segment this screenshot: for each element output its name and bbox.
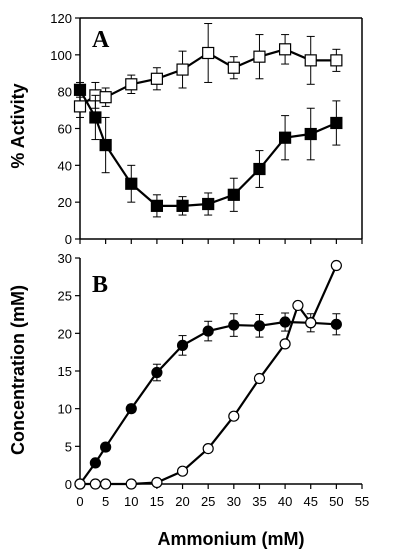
panel-a-series-1-point	[176, 63, 189, 76]
panel-a-y-axis-title: % Activity	[8, 83, 28, 168]
panel-b-y-tick-label: 0	[65, 477, 72, 492]
panel-a-series-2-point	[253, 162, 266, 176]
panel-b-series-1-line	[79, 320, 337, 485]
panel-b-y-tick-label: 15	[58, 364, 72, 379]
panel-b-x-tick-label: 50	[329, 494, 343, 509]
panel-b-series-1-point	[125, 403, 137, 415]
panel-a-y-tick-label: 60	[58, 122, 72, 137]
panel-a-series-1-point	[304, 54, 317, 67]
panel-a-series-2-point	[227, 188, 240, 201]
panel-b-series-2-point	[100, 478, 112, 490]
panel-a-series-2-point	[150, 199, 164, 212]
panel-a-series-1-point	[253, 50, 266, 63]
panel-b-series-2-point	[176, 465, 189, 477]
panel-b-x-tick-label: 30	[227, 494, 241, 509]
panel-b-series-2-point	[89, 478, 101, 490]
panel-a-series-2-point	[278, 131, 292, 144]
panel-b-x-tick-label: 5	[102, 494, 109, 509]
panel-a-y-tick-label: 20	[58, 195, 72, 210]
panel-a-series-1-point	[73, 100, 87, 113]
panel-b-series-2-point	[279, 338, 291, 350]
panel-a-series-2-point	[176, 199, 189, 212]
panel-a-y-tick-label: 100	[50, 48, 72, 63]
panel-a-y-tick-label: 40	[58, 158, 72, 173]
panel-b-series-2-point	[74, 478, 86, 490]
panel-b-x-tick-label: 45	[303, 494, 317, 509]
panel-a-series-1-point	[227, 61, 240, 74]
panel-b-series-1-point	[151, 366, 163, 379]
panel-a-series-1-point	[99, 91, 112, 104]
panel-b-x-tick-label: 35	[252, 494, 266, 509]
panel-a-label: A	[92, 27, 110, 53]
panel-a-series-2-line	[79, 89, 337, 207]
panel-b-label: B	[92, 272, 108, 298]
panel-a-y-tick-label: 0	[65, 232, 72, 247]
panel-a-series-2-point	[89, 111, 102, 124]
panel-b-series-1-point	[253, 320, 266, 332]
panel-b-series-2-point	[202, 442, 214, 455]
panel-b-series-1-point	[202, 325, 214, 337]
panel-b-y-tick-label: 5	[65, 439, 72, 454]
panel-b-x-tick-label: 25	[201, 494, 215, 509]
x-axis-title: Ammonium (mM)	[158, 529, 305, 549]
panel-b-series-1-point	[228, 319, 240, 331]
panel-b: B Concentration (mM) Ammonium (mM) 0 5 10 1…	[8, 251, 369, 549]
panel-a-series-1-point	[125, 78, 138, 91]
panel-b-y-axis-title: Concentration (mM)	[8, 285, 28, 455]
panel-a-y-tick-label: 120	[50, 11, 72, 26]
panel-a-series-2-point	[73, 83, 87, 96]
panel-b-series-2-point	[330, 259, 342, 272]
panel-a: A % Activity 0 20 40 60 80 100 120	[8, 11, 363, 247]
panel-b-series-1-point	[176, 339, 189, 351]
panel-a-series-1-point	[150, 72, 164, 85]
panel-b-series-2-point	[253, 372, 266, 385]
panel-b-y-tick-label: 20	[58, 326, 72, 341]
panel-b-series-2-point	[305, 317, 317, 329]
panel-a-series-1-point	[202, 46, 215, 60]
panel-b-x-tick-label: 20	[175, 494, 189, 509]
panel-b-series-1-point	[330, 318, 342, 330]
panel-b-x-tick-label: 15	[150, 494, 164, 509]
panel-b-y-tick-label: 10	[58, 402, 72, 417]
panel-b-y-tick-label: 25	[58, 289, 72, 304]
panel-a-series-1-point	[330, 54, 343, 67]
panel-b-series-1-point	[279, 316, 291, 328]
panel-a-series-1-point	[278, 43, 292, 56]
panel-b-series-2-point	[292, 299, 304, 312]
panel-b-x-tick-label: 55	[355, 494, 369, 509]
panel-a-series-2-point	[99, 138, 112, 152]
panel-a-y-tick-label: 80	[58, 85, 72, 100]
panel-b-series-1-point	[89, 457, 101, 469]
panel-b-x-tick-label: 0	[76, 494, 83, 509]
panel-a-series-2-point	[330, 116, 343, 130]
panel-b-x-tick-label: 10	[124, 494, 138, 509]
panel-b-series-2-point	[125, 478, 137, 490]
panel-b-series-2-point	[228, 410, 240, 422]
panel-b-y-tick-label: 30	[58, 251, 72, 266]
panel-b-series-2-point	[151, 476, 163, 489]
panel-b-series-1-point	[100, 441, 112, 453]
panel-a-series-2-point	[304, 127, 317, 141]
panel-a-series-2-point	[125, 177, 138, 190]
panel-a-series-2-point	[202, 197, 215, 211]
panel-b-x-tick-label: 40	[278, 494, 292, 509]
